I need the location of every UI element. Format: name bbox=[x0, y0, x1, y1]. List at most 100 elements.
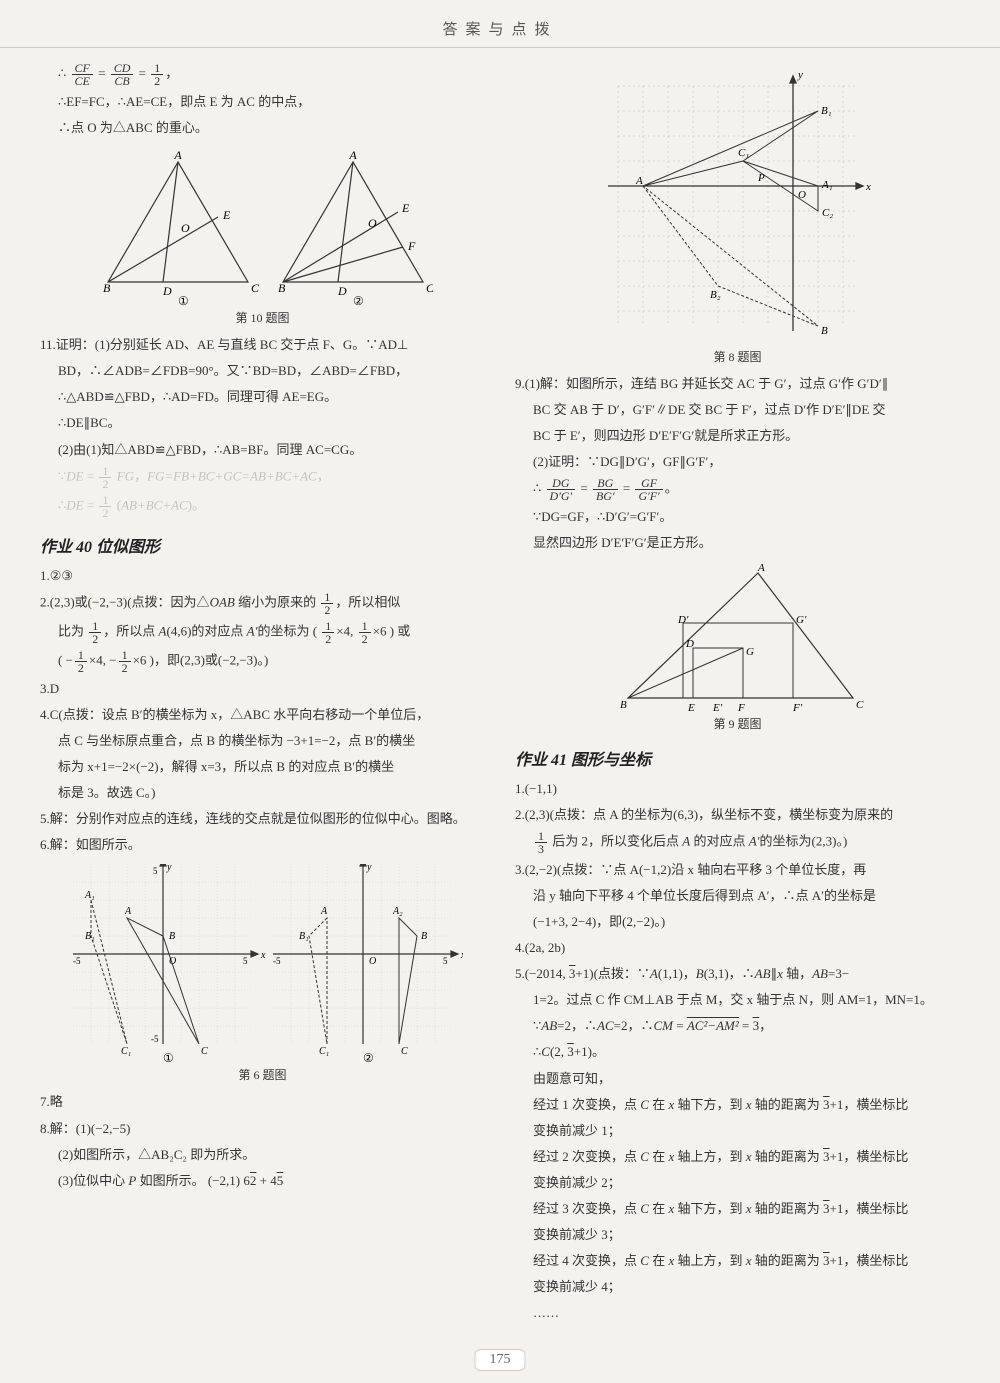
text-line: (2)证明：∵DG∥D′G′，GF∥G′F′， bbox=[515, 451, 960, 473]
text-line: 9.(1)解：如图所示，连结 BG 并延长交 AC 于 G′，过点 G′作 G′… bbox=[515, 373, 960, 395]
text-line: 4.C(点拨：设点 B′的横坐标为 x，△ABC 水平向右移动一个单位后， bbox=[40, 704, 485, 726]
svg-text:-5: -5 bbox=[273, 956, 281, 966]
svg-text:C₂: C₂ bbox=[822, 207, 833, 219]
text-line: ∴DE = 12 (AB+BC+AC)。 bbox=[40, 494, 485, 519]
text-line: ∴DE∥BC。 bbox=[40, 412, 485, 434]
svg-text:A₂: A₂ bbox=[392, 906, 403, 917]
svg-text:x: x bbox=[460, 950, 463, 961]
text-line: BC 交 AB 于 D′，G′F′∥DE 交 BC 于 F′，过点 D′作 D′… bbox=[515, 399, 960, 421]
text-line: (2)由(1)知△ABD≌△FBD，∴AB=BF。同理 AC=CG。 bbox=[40, 439, 485, 461]
text-line: BC 于 E′，则四边形 D′E′F′G′就是所求正方形。 bbox=[515, 425, 960, 447]
figure-label: 第 6 题图 bbox=[40, 1066, 485, 1083]
text-line: (−1+3, 2−4)，即(2,−2)。) bbox=[515, 911, 960, 933]
text-line: ∵DG=GF，∴D′G′=G′F′。 bbox=[515, 506, 960, 528]
svg-text:F: F bbox=[407, 239, 416, 253]
svg-text:y: y bbox=[366, 864, 372, 873]
svg-text:G: G bbox=[746, 646, 754, 658]
left-column: ∴ CFCE = CDCB = 12， ∴EF=FC，∴AE=CE，即点 E 为… bbox=[40, 58, 485, 1328]
svg-text:A₁: A₁ bbox=[821, 179, 833, 191]
page-header: 答案与点拨 bbox=[0, 0, 1000, 48]
text-line: (3)位似中心 P 如图所示。 (−2,1) 62 + 45 bbox=[40, 1170, 485, 1192]
text-line: ∴ DGD′G′ = BGBG′ = GFG′F′。 bbox=[515, 477, 960, 502]
text-line: 变换前减少 2； bbox=[515, 1172, 960, 1194]
svg-text:②: ② bbox=[363, 1051, 374, 1064]
svg-text:B: B bbox=[421, 931, 427, 942]
svg-text:C: C bbox=[856, 699, 864, 711]
svg-text:B: B bbox=[620, 699, 627, 711]
text-line: 显然四边形 D′E′F′G′是正方形。 bbox=[515, 532, 960, 554]
text-line: 1.(−1,1) bbox=[515, 778, 960, 800]
text-line: ∴EF=FC，∴AE=CE，即点 E 为 AC 的中点， bbox=[40, 91, 485, 113]
svg-text:B: B bbox=[169, 931, 175, 942]
figure-10: A B C D E O ① A B C D bbox=[40, 147, 485, 326]
text-line: ∵DE = 12 FG，FG=FB+BC+GC=AB+BC+AC， bbox=[40, 465, 485, 490]
text-line: 经过 1 次变换，点 C 在 x 轴下方，到 x 轴的距离为 3+1，横坐标比 bbox=[515, 1094, 960, 1116]
svg-text:C: C bbox=[201, 1046, 208, 1057]
text-line: 1.②③ bbox=[40, 565, 485, 587]
text-line: 比为 12，所以点 A(4,6)的对应点 A′的坐标为 ( 12×4, 12×6… bbox=[40, 620, 485, 645]
text-line: 经过 4 次变换，点 C 在 x 轴上方，到 x 轴的距离为 3+1，横坐标比 bbox=[515, 1250, 960, 1272]
svg-text:-5: -5 bbox=[151, 1034, 159, 1044]
svg-text:D′: D′ bbox=[677, 614, 689, 626]
text-line: 5.(−2014, 3+1)(点拨：∵A(1,1)，B(3,1)，∴AB∥x 轴… bbox=[515, 963, 960, 985]
svg-text:y: y bbox=[166, 864, 172, 873]
text-line: ∴△ABD≌△FBD，∴AD=FD。同理可得 AE=EG。 bbox=[40, 386, 485, 408]
text-line: 3.D bbox=[40, 678, 485, 700]
text-line: (2)如图所示，△AB₂C₂ 即为所求。 bbox=[40, 1144, 485, 1166]
svg-text:B: B bbox=[278, 281, 286, 295]
text-line: 变换前减少 4； bbox=[515, 1276, 960, 1298]
svg-text:y: y bbox=[797, 69, 803, 81]
text-line: ∴ CFCE = CDCB = 12， bbox=[40, 62, 485, 87]
svg-text:F′: F′ bbox=[792, 702, 803, 713]
svg-text:B: B bbox=[103, 281, 111, 295]
text-line: 8.解：(1)(−2,−5) bbox=[40, 1118, 485, 1140]
svg-text:B: B bbox=[821, 325, 828, 337]
svg-text:F: F bbox=[737, 702, 745, 713]
figure-6: A₁ B₁ C₁ A B C O x y -55 5-5 bbox=[40, 864, 485, 1083]
text-line: 5.解：分别作对应点的连线，连线的交点就是位似图形的位似中心。图略。 bbox=[40, 808, 485, 830]
svg-text:C₁: C₁ bbox=[121, 1046, 131, 1057]
figure-label: 第 8 题图 bbox=[515, 348, 960, 365]
text-line: 6.解：如图所示。 bbox=[40, 834, 485, 856]
svg-text:O: O bbox=[369, 956, 376, 967]
svg-text:A: A bbox=[757, 563, 765, 574]
section-title-41: 作业 41 图形与坐标 bbox=[515, 746, 960, 770]
text-line: 2.(2,3)或(−2,−3)(点拨：因为△OAB 缩小为原来的 12，所以相似 bbox=[40, 591, 485, 616]
text-line: 经过 3 次变换，点 C 在 x 轴下方，到 x 轴的距离为 3+1，横坐标比 bbox=[515, 1198, 960, 1220]
text-line: ∵AB=2，∴AC=2，∴CM = AC²−AM² = 3， bbox=[515, 1015, 960, 1037]
svg-text:B₁: B₁ bbox=[85, 931, 95, 942]
svg-text:B₂: B₂ bbox=[710, 289, 721, 301]
svg-text:②: ② bbox=[353, 294, 364, 307]
text-line: 13 后为 2，所以变化后点 A 的对应点 A′的坐标为(2,3)。) bbox=[515, 830, 960, 855]
right-column: A B₁ C₁ A₁ C₂ P O B₂ B x y 第 8 题图 9.(1)解… bbox=[515, 58, 960, 1328]
figure-label: 第 10 题图 bbox=[40, 309, 485, 326]
text-line: ( −12×4, −12×6 )，即(2,3)或(−2,−3)。) bbox=[40, 649, 485, 674]
text-line: 由题意可知， bbox=[515, 1068, 960, 1090]
text-line: 变换前减少 3； bbox=[515, 1224, 960, 1246]
page-number: 175 bbox=[475, 1349, 526, 1371]
svg-text:B₁: B₁ bbox=[299, 931, 309, 942]
text-line: …… bbox=[515, 1302, 960, 1324]
figure-label: 第 9 题图 bbox=[515, 715, 960, 732]
text-line: BD，∴∠ADB=∠FDB=90°。又∵BD=BD，∠ABD=∠FBD， bbox=[40, 360, 485, 382]
svg-text:A: A bbox=[173, 148, 182, 162]
page-body: ∴ CFCE = CDCB = 12， ∴EF=FC，∴AE=CE，即点 E 为… bbox=[0, 48, 1000, 1328]
svg-text:x: x bbox=[865, 181, 871, 193]
svg-text:D: D bbox=[337, 284, 347, 298]
svg-text:O: O bbox=[798, 189, 806, 201]
svg-text:C₁: C₁ bbox=[738, 147, 749, 159]
svg-text:①: ① bbox=[178, 294, 189, 307]
text-line: ∴点 O 为△ABC 的重心。 bbox=[40, 117, 485, 139]
svg-text:O: O bbox=[181, 221, 190, 235]
svg-text:O: O bbox=[368, 216, 377, 230]
text-line: 变换前减少 1； bbox=[515, 1120, 960, 1142]
svg-text:A: A bbox=[124, 906, 132, 917]
text-line: 沿 y 轴向下平移 4 个单位长度后得到点 A′，∴点 A′的坐标是 bbox=[515, 885, 960, 907]
text-line: 3.(2,−2)(点拨：∵点 A(−1,2)沿 x 轴向右平移 3 个单位长度，… bbox=[515, 859, 960, 881]
svg-text:A: A bbox=[348, 148, 357, 162]
svg-text:B₁: B₁ bbox=[821, 105, 832, 117]
svg-text:G′: G′ bbox=[796, 614, 807, 626]
svg-text:①: ① bbox=[163, 1051, 174, 1064]
svg-text:E: E bbox=[687, 702, 695, 713]
text-line: 7.略 bbox=[40, 1091, 485, 1113]
